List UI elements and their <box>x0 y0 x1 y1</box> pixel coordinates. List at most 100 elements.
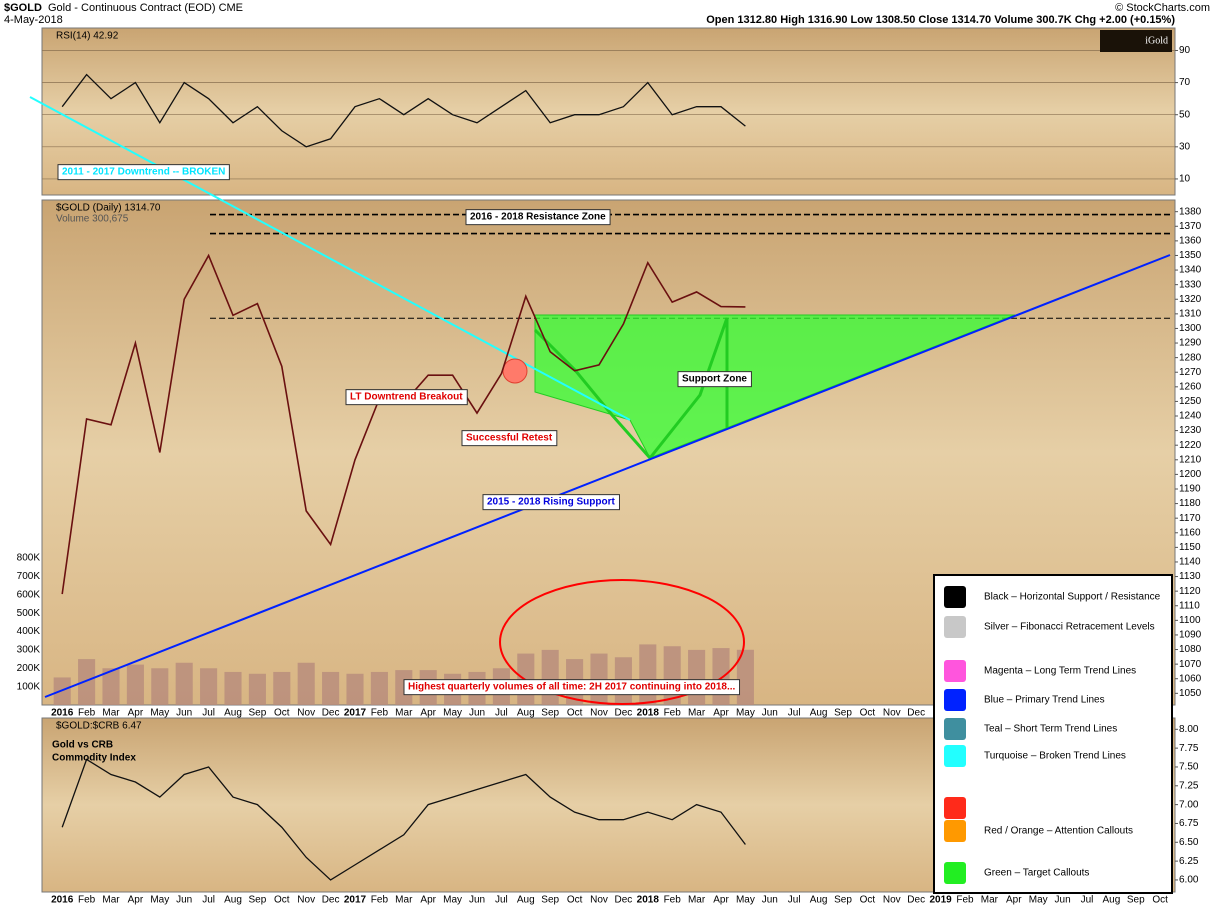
x-tick-label: Dec <box>615 708 633 719</box>
subtitle: Gold - Continuous Contract (EOD) CME <box>48 2 243 14</box>
y-tick-label: 8.00 <box>1179 724 1199 735</box>
annotation: Successful Retest <box>466 433 553 444</box>
x-tick-label: 2018 <box>637 895 660 906</box>
y2-tick-label: 800K <box>17 553 41 564</box>
x-tick-label: Mar <box>395 708 413 719</box>
y-tick-label: 50 <box>1179 109 1191 120</box>
y-tick-label: 1210 <box>1179 454 1202 465</box>
x-tick-label: Nov <box>590 895 608 906</box>
y-tick-label: 1150 <box>1179 542 1201 553</box>
x-tick-label: Dec <box>615 895 633 906</box>
x-tick-label: Apr <box>420 895 436 906</box>
volume-bar <box>224 671 242 705</box>
legend-label: Blue – Primary Trend Lines <box>984 695 1105 706</box>
y-tick-label: 7.75 <box>1179 743 1199 754</box>
y-tick-label: 1260 <box>1179 381 1202 392</box>
legend-swatch <box>944 745 966 767</box>
y-tick-label: 1370 <box>1179 221 1202 232</box>
x-tick-label: Oct <box>567 895 583 906</box>
annotation-box <box>677 371 752 388</box>
annotation: 2011 - 2017 Downtrend -- BROKEN <box>62 167 225 178</box>
x-tick-label: May <box>443 708 462 719</box>
volume-bar <box>370 671 388 705</box>
y-tick-label: 1090 <box>1179 630 1202 641</box>
volume-bar <box>322 671 340 705</box>
x-tick-label: May <box>150 895 169 906</box>
x-tick-label: Feb <box>78 895 96 906</box>
y-tick-label: 1070 <box>1179 659 1202 670</box>
brand-box <box>1100 30 1172 52</box>
y2-tick-label: 500K <box>17 608 41 619</box>
annotation: Highest quarterly volumes of all time: 2… <box>408 682 736 693</box>
legend-swatch <box>944 862 966 884</box>
x-tick-label: Mar <box>102 708 120 719</box>
y-tick-label: 1320 <box>1179 294 1202 305</box>
x-tick-label: May <box>736 895 755 906</box>
y-tick-label: 1190 <box>1179 484 1201 495</box>
x-tick-label: Aug <box>224 708 242 719</box>
x-tick-label: Sep <box>249 708 267 719</box>
ohlc: Open 1312.80 High 1316.90 Low 1308.50 Cl… <box>706 14 1175 26</box>
x-tick-label: Mar <box>102 895 120 906</box>
panel-note: Gold vs CRB <box>52 740 113 751</box>
volume-bar <box>78 659 96 705</box>
y-tick-label: 1230 <box>1179 425 1202 436</box>
brand: iGold <box>1145 35 1168 46</box>
x-tick-label: Jul <box>788 895 801 906</box>
x-tick-label: Jul <box>202 708 215 719</box>
y2-tick-label: 100K <box>17 681 41 692</box>
volume-bar <box>297 662 315 705</box>
x-tick-label: Sep <box>1127 895 1145 906</box>
x-tick-label: Jul <box>495 708 508 719</box>
rising-support-line <box>44 254 1171 698</box>
x-tick-label: Oct <box>274 895 290 906</box>
y-tick-label: 1080 <box>1179 644 1202 655</box>
x-tick-label: Jun <box>762 895 778 906</box>
x-tick-label: Feb <box>371 708 389 719</box>
y2-tick-label: 300K <box>17 645 41 656</box>
volume-bar <box>175 662 193 705</box>
annotation: LT Downtrend Breakout <box>350 392 463 403</box>
legend-label: Green – Target Callouts <box>984 868 1089 879</box>
x-tick-label: Oct <box>274 708 290 719</box>
x-tick-label: Jun <box>176 708 192 719</box>
legend-swatch <box>944 797 966 819</box>
breakout-marker <box>502 358 528 384</box>
support-zone-shape <box>534 314 1016 459</box>
annotation-box <box>403 679 741 696</box>
x-tick-label: Feb <box>664 708 682 719</box>
y-tick-label: 6.25 <box>1179 856 1199 867</box>
x-tick-label: Jul <box>788 708 801 719</box>
x-tick-label: Mar <box>981 895 999 906</box>
x-tick-label: Jul <box>1081 895 1094 906</box>
x-tick-label: Sep <box>834 895 852 906</box>
y2-tick-label: 700K <box>17 571 41 582</box>
y-tick-label: 1110 <box>1179 600 1200 611</box>
x-tick-label: Jun <box>469 895 485 906</box>
x-tick-label: Apr <box>713 708 729 719</box>
y-tick-label: 1120 <box>1179 586 1201 597</box>
y-tick-label: 1330 <box>1179 279 1202 290</box>
annotation: 2016 - 2018 Resistance Zone <box>470 212 606 223</box>
y2-tick-label: 200K <box>17 663 41 674</box>
legend-label: Silver – Fibonacci Retracement Levels <box>984 622 1155 633</box>
volume-bar <box>663 646 681 705</box>
annotation: Support Zone <box>682 374 747 385</box>
x-tick-label: Aug <box>1103 895 1121 906</box>
volume-bar <box>102 668 120 705</box>
y-tick-label: 1060 <box>1179 673 1202 684</box>
x-tick-label: May <box>736 708 755 719</box>
x-tick-label: Apr <box>1006 895 1022 906</box>
panel-label: $GOLD (Daily) 1314.70 <box>56 203 161 214</box>
volume-label: Volume 300,675 <box>56 214 129 225</box>
date: 4-May-2018 <box>4 14 63 26</box>
x-tick-label: May <box>1029 895 1048 906</box>
y-tick-label: 1250 <box>1179 396 1202 407</box>
source: © StockCharts.com <box>1115 2 1210 14</box>
volume-bar <box>688 649 706 705</box>
x-tick-label: Jun <box>762 708 778 719</box>
y-tick-label: 1130 <box>1179 571 1201 582</box>
x-tick-label: Jul <box>495 895 508 906</box>
legend-swatch <box>944 689 966 711</box>
